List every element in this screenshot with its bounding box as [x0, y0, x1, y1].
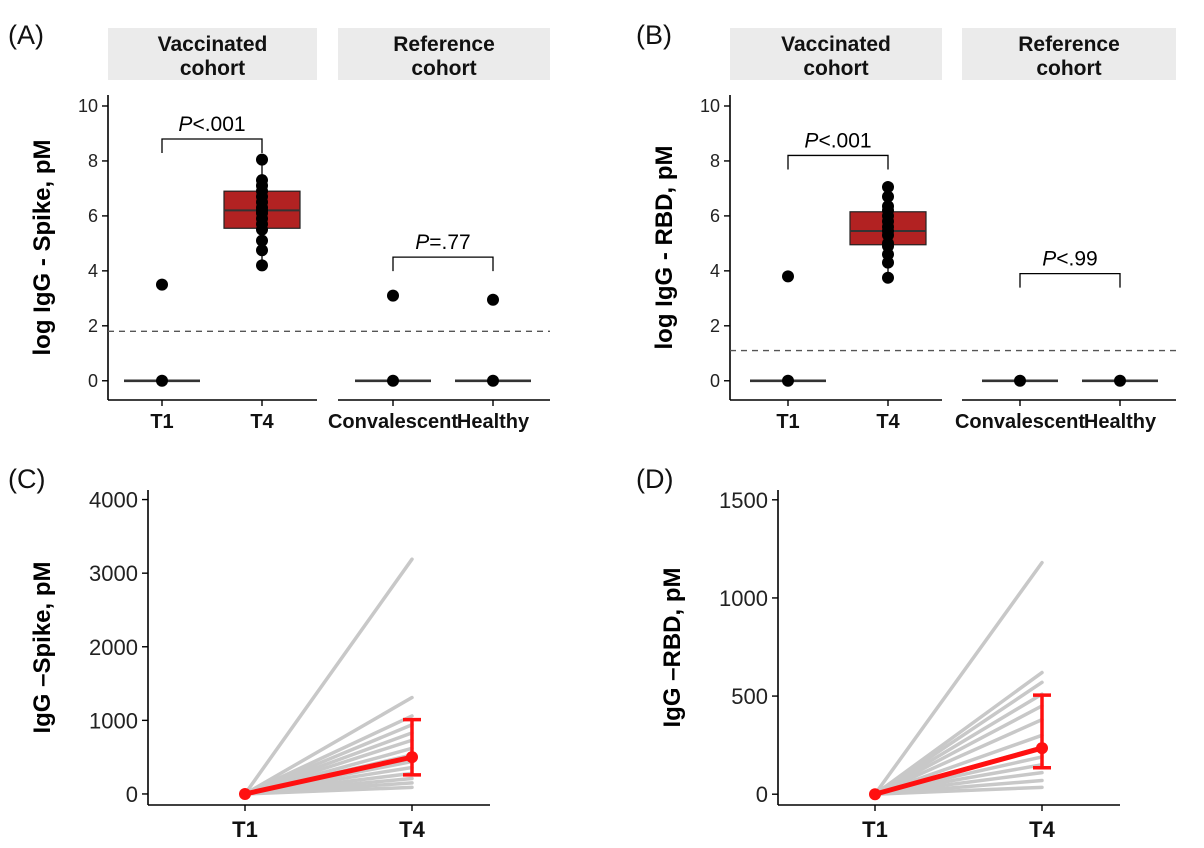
data-point — [882, 271, 894, 284]
data-point — [782, 374, 794, 387]
y-tick-label: 0 — [710, 371, 720, 391]
x-tick-label: T4 — [399, 817, 425, 842]
data-point — [882, 256, 894, 269]
data-point — [882, 181, 894, 194]
mean-line — [244, 754, 413, 797]
facet-label: Vaccinated cohort — [158, 33, 268, 80]
data-point — [256, 244, 268, 257]
x-tick-label: Convalescent — [955, 411, 1085, 433]
y-tick-label: 10 — [78, 96, 98, 116]
panel-label: (D) — [636, 464, 673, 494]
y-tick-label: 10 — [700, 96, 720, 116]
chart-panel-a: Vaccinated cohort Reference cohort 0 2 4 6 8 10 lo… — [29, 28, 550, 433]
x-tick-label: T4 — [250, 411, 274, 433]
y-tick-label: 8 — [710, 151, 720, 171]
data-point — [882, 237, 894, 250]
facet-strip — [108, 28, 317, 80]
data-point — [882, 190, 894, 203]
y-tick-label: 1500 — [719, 488, 768, 513]
y-tick-label: 1000 — [89, 708, 138, 733]
data-point — [1114, 374, 1126, 387]
y-tick-label: 8 — [88, 151, 98, 171]
subject-line — [873, 704, 1044, 796]
y-tick-label: 4 — [710, 261, 720, 281]
panel-label: (B) — [636, 20, 672, 50]
panel-label: (C) — [8, 464, 45, 494]
data-point — [387, 289, 399, 302]
subject-line — [873, 717, 1044, 796]
facet-label: Vaccinated cohort — [781, 33, 891, 80]
data-point — [156, 374, 168, 387]
y-tick-label: 6 — [88, 206, 98, 226]
mean-point — [869, 788, 881, 801]
mean-point — [239, 787, 251, 800]
y-axis-label: IgG –RBD, pM — [659, 568, 686, 728]
subject-line — [243, 557, 414, 796]
chart-panel-c: 0 1000 2000 3000 4000 IgG –Spike, pM T1 T4 — [29, 488, 490, 842]
subject-line — [243, 695, 414, 796]
data-point — [156, 278, 168, 291]
y-axis-label: log IgG - RBD, pM — [651, 146, 678, 350]
facet-strip — [962, 28, 1176, 80]
y-tick-label: 1000 — [719, 586, 768, 611]
x-tick-label: Healthy — [1084, 411, 1157, 433]
y-tick-label: 0 — [126, 782, 138, 807]
y-tick-label: 500 — [731, 684, 768, 709]
p-value-label: P<.001 — [804, 129, 871, 152]
data-point — [882, 200, 894, 213]
y-tick-label: 2000 — [89, 635, 138, 660]
y-tick-label: 2 — [710, 316, 720, 336]
p-value-label: P=.77 — [415, 231, 470, 254]
data-point — [256, 259, 268, 272]
data-point — [256, 174, 268, 187]
mean-point — [1036, 742, 1048, 755]
p-value-label: P<.001 — [178, 113, 245, 136]
subject-line — [873, 785, 1044, 796]
data-point — [487, 293, 499, 306]
facet-strip — [338, 28, 550, 80]
subject-line — [873, 560, 1044, 796]
panel-label: (A) — [8, 20, 44, 50]
facet-label: Reference cohort — [1018, 33, 1120, 80]
comparison-bracket — [392, 256, 494, 272]
p-value-label: P<.99 — [1042, 248, 1097, 271]
facet-label: Reference cohort — [393, 33, 495, 80]
x-tick-label: T1 — [150, 411, 173, 433]
chart-panel-b: Vaccinated cohort Reference cohort 0 2 4 6 8 10 lo… — [651, 28, 1176, 433]
y-tick-label: 4000 — [89, 488, 138, 513]
y-tick-label: 0 — [88, 371, 98, 391]
data-point — [882, 248, 894, 261]
x-tick-label: T4 — [876, 411, 900, 433]
data-point — [256, 234, 268, 247]
y-tick-label: 0 — [756, 782, 768, 807]
facet-strip — [730, 28, 942, 80]
mean-line — [874, 745, 1043, 797]
chart-panel-d: 0 500 1000 1500 IgG –RBD, pM T1 T4 — [659, 488, 1120, 842]
y-tick-label: 3000 — [89, 561, 138, 586]
x-tick-label: Healthy — [457, 411, 530, 433]
y-tick-label: 2 — [88, 316, 98, 336]
data-point — [256, 153, 268, 166]
comparison-bracket — [787, 154, 889, 170]
y-tick-label: 6 — [710, 206, 720, 226]
x-tick-label: Convalescent — [328, 411, 458, 433]
data-point — [782, 270, 794, 283]
x-tick-label: T4 — [1029, 817, 1055, 842]
x-tick-label: T1 — [776, 411, 799, 433]
comparison-bracket — [161, 138, 263, 153]
y-axis-label: IgG –Spike, pM — [29, 561, 56, 733]
data-point — [487, 374, 499, 387]
data-point — [387, 374, 399, 387]
mean-point — [406, 751, 418, 764]
comparison-bracket — [1019, 272, 1121, 288]
x-tick-label: T1 — [232, 817, 258, 842]
x-tick-label: T1 — [862, 817, 888, 842]
subject-line — [243, 785, 414, 796]
y-axis-label: log IgG - Spike, pM — [29, 140, 56, 356]
data-point — [1014, 374, 1026, 387]
y-tick-label: 4 — [88, 261, 98, 281]
